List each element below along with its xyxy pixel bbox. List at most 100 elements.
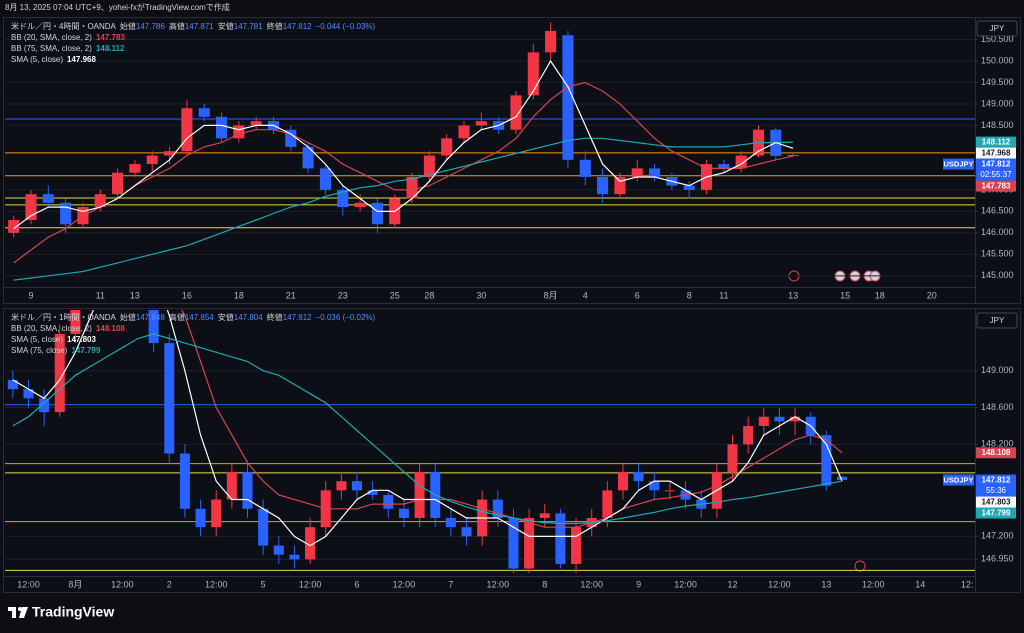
candle-body xyxy=(423,155,435,177)
candle-body xyxy=(664,490,675,492)
legend-item: SMA (5, close) 147.803 xyxy=(11,335,96,344)
x-tick-label: 13 xyxy=(821,579,831,589)
event-icon xyxy=(854,560,866,572)
y-tick-label: 146.950 xyxy=(981,554,1014,564)
x-tick-label: 12:00 xyxy=(205,579,228,589)
candle-body xyxy=(571,527,582,564)
price-tag-label: 148.112 xyxy=(982,138,1011,147)
candle-body xyxy=(527,52,539,96)
candle-body xyxy=(354,202,366,208)
candle-body xyxy=(510,95,522,130)
ohlc-label: 安値 xyxy=(218,21,234,31)
legend-name: SMA (5, close) xyxy=(11,55,63,64)
ohlc-value: 147.786 xyxy=(136,22,165,31)
x-tick-label: 11 xyxy=(719,290,728,300)
x-tick-label: 7 xyxy=(448,579,453,589)
candle-body xyxy=(181,108,193,152)
x-tick-label: 13 xyxy=(130,290,140,300)
candle-body xyxy=(631,168,643,177)
ohlc-label: 終値 xyxy=(267,312,283,322)
logo-shape xyxy=(12,607,16,618)
candle-body xyxy=(790,416,801,422)
y-tick-label: 146.000 xyxy=(981,227,1014,237)
candle-body xyxy=(614,176,626,195)
x-tick-label: 12:00 xyxy=(299,579,322,589)
ohlc-value: 147.812 xyxy=(283,22,312,31)
candle-body xyxy=(8,219,20,233)
legend-item: BB (20, SMA, close, 2) 147.783 xyxy=(11,33,125,42)
symbol-tag-label: USDJPY xyxy=(943,475,973,484)
x-tick-label: 8月 xyxy=(68,579,82,589)
candle-body xyxy=(508,517,519,569)
x-tick-label: 18 xyxy=(234,290,244,300)
ohlc-label: 始値 xyxy=(120,21,136,31)
price-tag xyxy=(976,136,1016,148)
x-tick-label: 6 xyxy=(355,579,360,589)
y-tick-label: 150.500 xyxy=(981,34,1014,44)
candle-body xyxy=(250,121,262,126)
candle-body xyxy=(545,30,557,53)
x-tick-label: 14 xyxy=(915,579,925,589)
candle-body xyxy=(336,481,347,491)
legend-value: 148.108 xyxy=(96,324,125,333)
candle-body xyxy=(406,176,418,199)
candle-body xyxy=(226,471,237,500)
candle-body xyxy=(617,471,628,491)
candle-body xyxy=(112,172,124,195)
price-tag-label: 148.108 xyxy=(982,448,1011,457)
currency-button xyxy=(976,20,1018,37)
x-tick-label: 28 xyxy=(424,290,434,300)
x-tick-label: 11 xyxy=(96,290,105,300)
candle-body xyxy=(215,116,228,139)
candle-body xyxy=(179,453,190,509)
candle-body xyxy=(727,444,738,472)
change: −0.036 (−0.02%) xyxy=(316,313,376,322)
price-tag xyxy=(976,474,1016,497)
legend-name: BB (20, SMA, close, 2) xyxy=(11,324,92,333)
candle-body xyxy=(273,545,284,555)
legend-item: BB (20, SMA, close, 2) 148.108 xyxy=(11,324,125,333)
y-tick-label: 145.000 xyxy=(981,270,1014,280)
candle-body xyxy=(562,35,574,160)
x-tick-label: 16 xyxy=(182,290,192,300)
candle-body xyxy=(54,333,65,413)
price-tag xyxy=(976,496,1016,508)
legend-name: BB (75, SMA, close, 2) xyxy=(11,44,92,53)
candle-body xyxy=(821,435,832,486)
candle-body xyxy=(242,471,253,509)
legend-symbol: 米ドル／円・4時間・OANDA 始値147.786 高値147.871 安値147.7… xyxy=(11,21,376,31)
candle-body xyxy=(787,154,799,157)
x-tick-label: 12:00 xyxy=(487,579,510,589)
logo-shape xyxy=(19,607,28,618)
legend-item: BB (75, SMA, close, 2) 148.112 xyxy=(11,44,125,53)
legend-item: SMA (5, close) 147.968 xyxy=(11,55,96,64)
price-tag xyxy=(976,447,1016,459)
x-tick-label: 9 xyxy=(636,579,641,589)
price-tag-label: 147.803 xyxy=(982,497,1011,506)
candle-body xyxy=(305,527,316,560)
candle-body xyxy=(319,168,331,190)
y-tick-label: 149.500 xyxy=(981,77,1014,87)
x-tick-label: 25 xyxy=(390,290,400,300)
candle-body xyxy=(461,527,472,537)
candle-body xyxy=(285,129,297,147)
candle-body xyxy=(94,194,106,208)
candle-body xyxy=(718,164,730,169)
indicator-line xyxy=(13,81,794,264)
price-tag-label: 147.968 xyxy=(982,149,1011,158)
plot-area xyxy=(5,310,975,574)
legend-value: 147.803 xyxy=(67,335,96,344)
candle-body xyxy=(60,202,72,225)
x-tick-label: 15 xyxy=(840,290,850,300)
indicator-line xyxy=(12,310,843,547)
indicator-line xyxy=(13,137,794,281)
y-tick-label: 146.500 xyxy=(981,206,1014,216)
candle-body xyxy=(649,168,661,177)
x-tick-label: 4 xyxy=(583,290,588,300)
y-tick-label: 148.200 xyxy=(981,439,1014,449)
candle-body xyxy=(492,499,503,518)
y-tick-label: 148.500 xyxy=(981,120,1014,130)
legend-name: SMA (75, close) xyxy=(11,346,68,355)
candle-body xyxy=(445,517,456,528)
